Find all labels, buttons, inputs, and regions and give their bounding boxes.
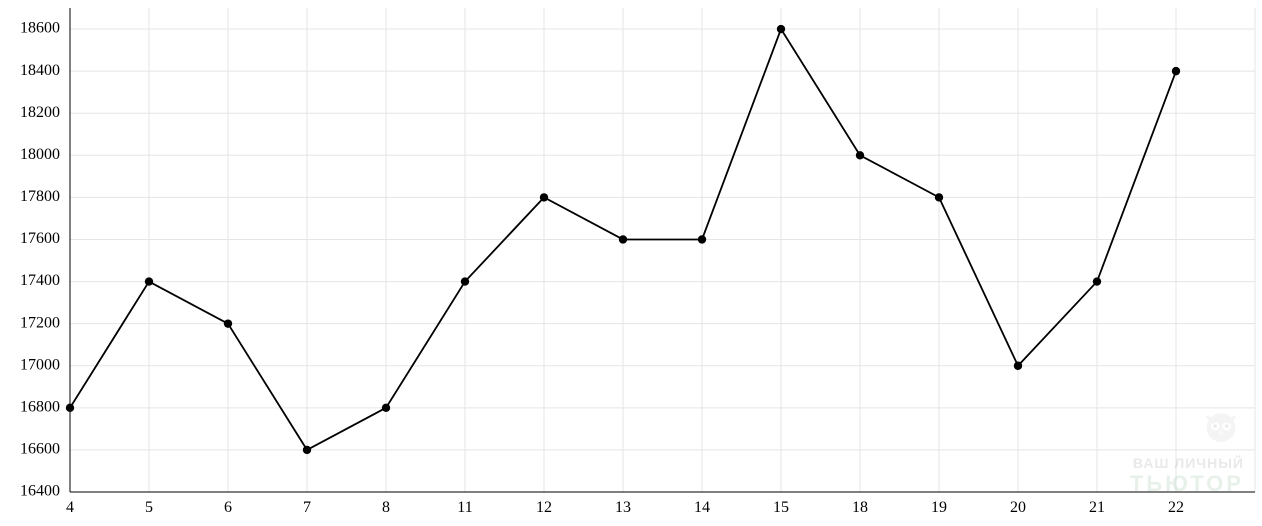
y-tick-label: 16800 [20, 398, 60, 415]
data-point [382, 404, 390, 412]
x-tick-label: 7 [303, 499, 311, 516]
x-tick-label: 20 [1010, 499, 1026, 516]
data-point [303, 446, 311, 454]
y-tick-label: 18400 [20, 62, 60, 79]
chart-svg: 16400 16600 16800 17000 17200 17400 17600 17800… [0, 0, 1262, 521]
y-tick-label: 17800 [20, 188, 60, 205]
x-tick-label: 6 [224, 499, 232, 516]
data-point [619, 235, 627, 243]
y-tick-label: 18000 [20, 146, 60, 163]
data-point [145, 277, 153, 285]
data-point [540, 193, 548, 201]
y-tick-label: 17000 [20, 356, 60, 373]
data-point [777, 25, 785, 33]
y-tick-label: 17400 [20, 272, 60, 289]
x-tick-label: 4 [66, 499, 74, 516]
y-tick-label: 17600 [20, 230, 60, 247]
data-point [224, 319, 232, 327]
data-point [1172, 67, 1180, 75]
x-tick-label: 12 [536, 499, 552, 516]
data-point [856, 151, 864, 159]
x-tick-label: 21 [1089, 499, 1105, 516]
y-tick-label: 18200 [20, 104, 60, 121]
y-tick-label: 17200 [20, 314, 60, 331]
x-tick-label: 11 [457, 499, 472, 516]
data-point [1093, 277, 1101, 285]
data-point [698, 235, 706, 243]
x-tick-label: 19 [931, 499, 947, 516]
data-point [461, 277, 469, 285]
chart-bg [0, 0, 1262, 521]
x-tick-label: 18 [852, 499, 868, 516]
x-tick-label: 15 [773, 499, 789, 516]
x-tick-label: 22 [1168, 499, 1184, 516]
line-chart: 16400 16600 16800 17000 17200 17400 17600 17800… [0, 0, 1262, 521]
y-tick-label: 18600 [20, 20, 60, 37]
x-tick-label: 8 [382, 499, 390, 516]
y-tick-label: 16400 [20, 483, 60, 500]
data-point [1014, 362, 1022, 370]
data-point [66, 404, 74, 412]
y-tick-label: 16600 [20, 441, 60, 458]
x-tick-label: 14 [694, 499, 710, 516]
data-point [935, 193, 943, 201]
x-tick-label: 13 [615, 499, 631, 516]
x-tick-label: 5 [145, 499, 153, 516]
